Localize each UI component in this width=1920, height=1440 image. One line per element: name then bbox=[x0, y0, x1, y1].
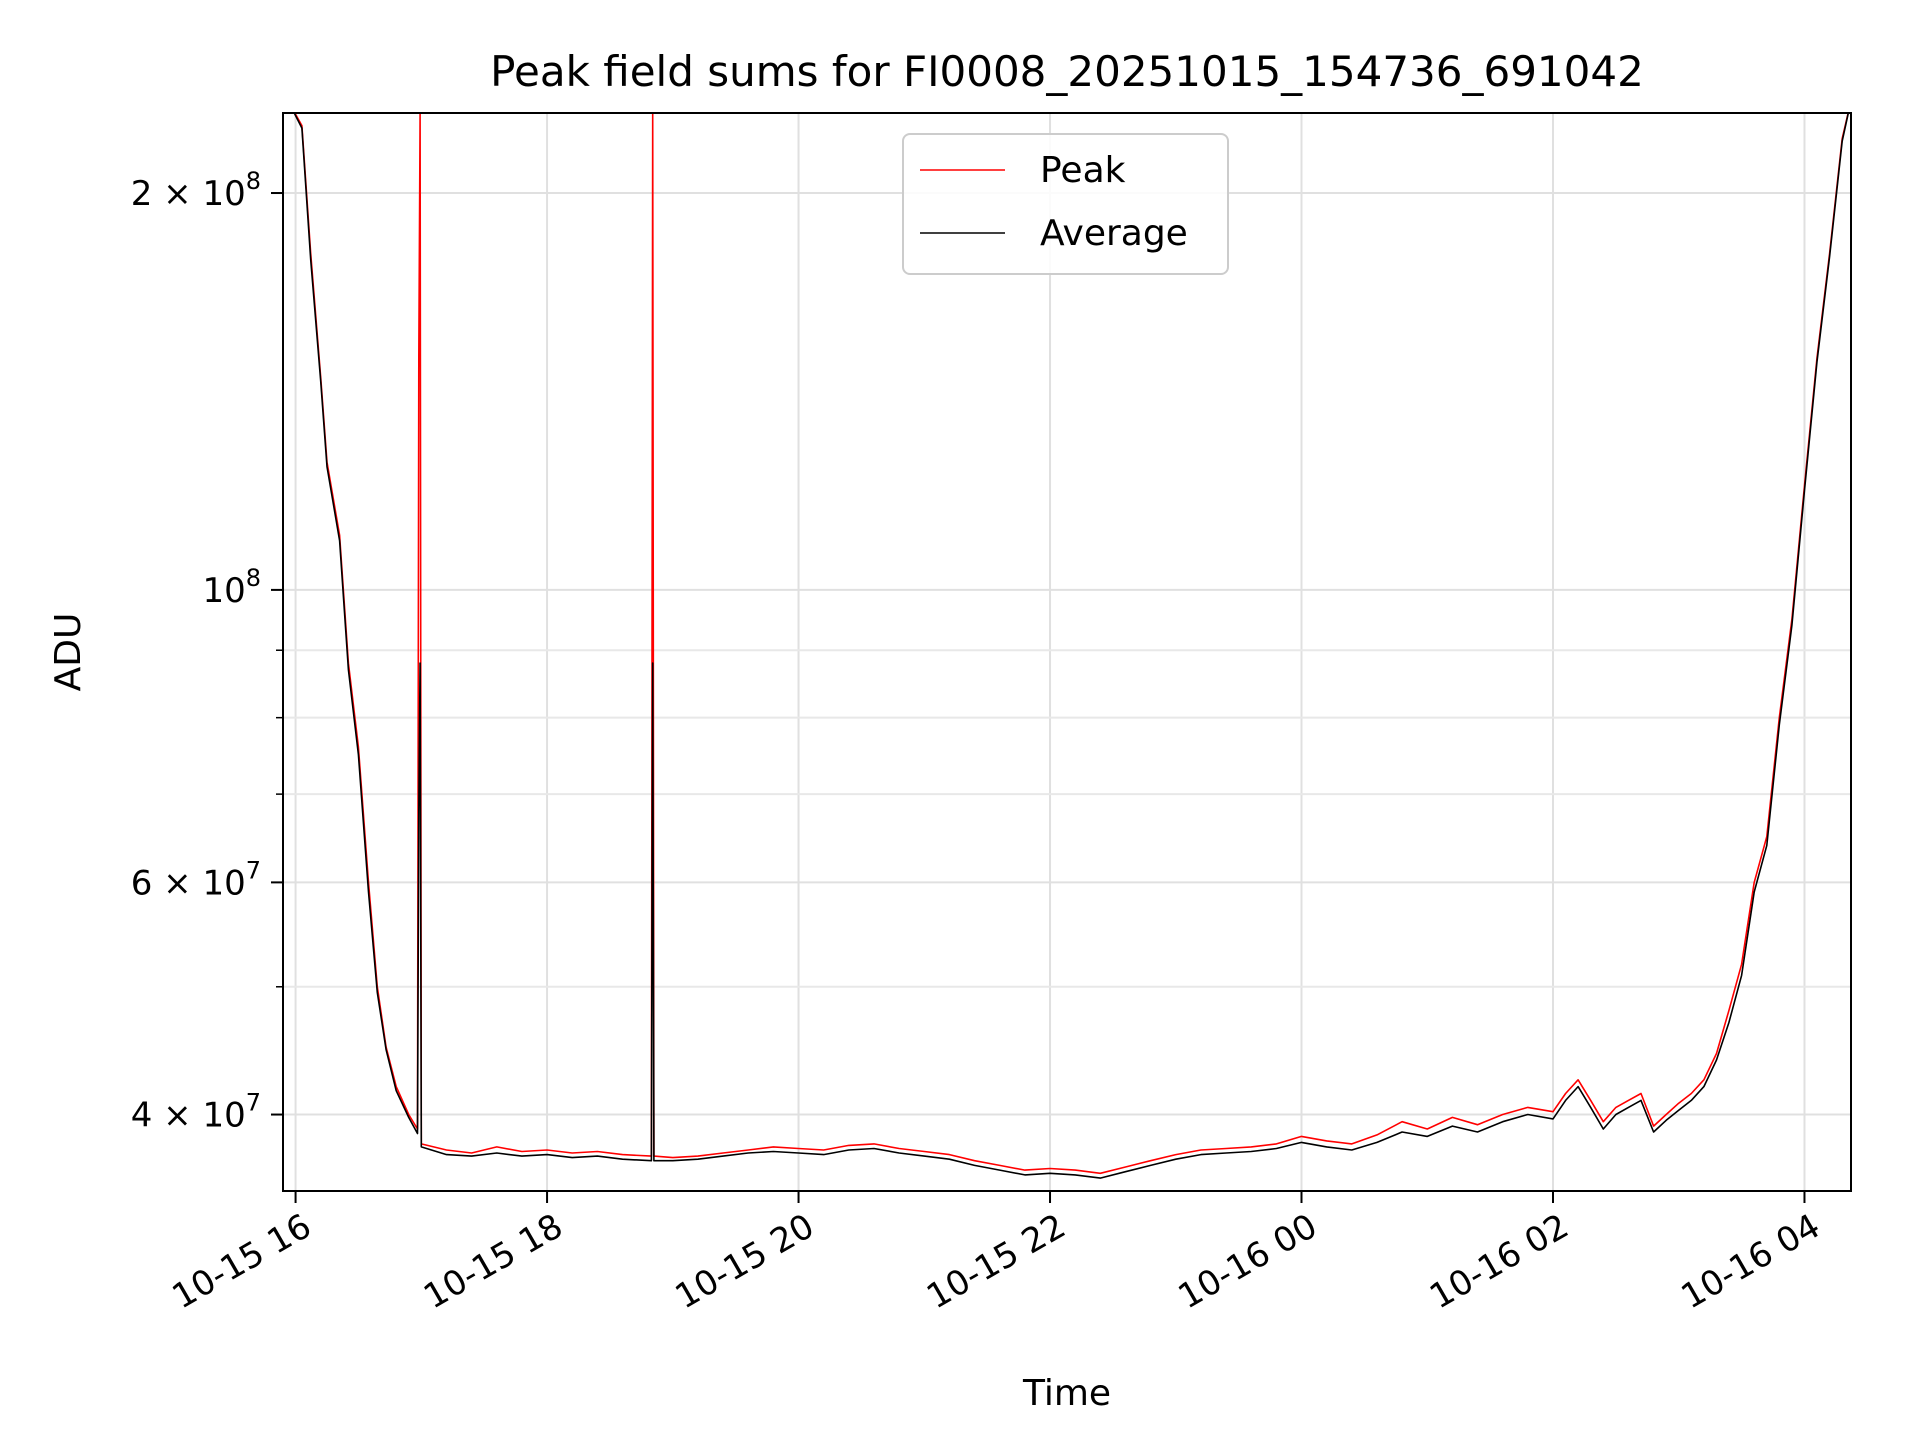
series-line-peak bbox=[293, 113, 1849, 1175]
legend-box bbox=[902, 133, 1229, 275]
chart-title: Peak field sums for FI0008_20251015_1547… bbox=[490, 47, 1644, 96]
y-tick-label: 108 bbox=[202, 564, 261, 611]
y-axis-label: ADU bbox=[48, 613, 89, 692]
legend-peak-label: Peak bbox=[1040, 150, 1126, 191]
series-line-average bbox=[293, 113, 1850, 1179]
x-axis-label: Time bbox=[1022, 1373, 1111, 1414]
series-lines bbox=[293, 113, 1850, 1179]
legend-average-label: Average bbox=[1040, 213, 1188, 254]
plot-area-frame bbox=[282, 112, 1852, 1192]
y-tick-label: 4 × 107 bbox=[131, 1089, 261, 1136]
y-axis: 4 × 107 6 × 107 108 2 × 108 bbox=[131, 167, 283, 1136]
y-tick-label: 6 × 107 bbox=[131, 856, 261, 903]
y-tick-label: 2 × 108 bbox=[131, 167, 261, 214]
legend: Peak Average bbox=[902, 133, 1229, 275]
